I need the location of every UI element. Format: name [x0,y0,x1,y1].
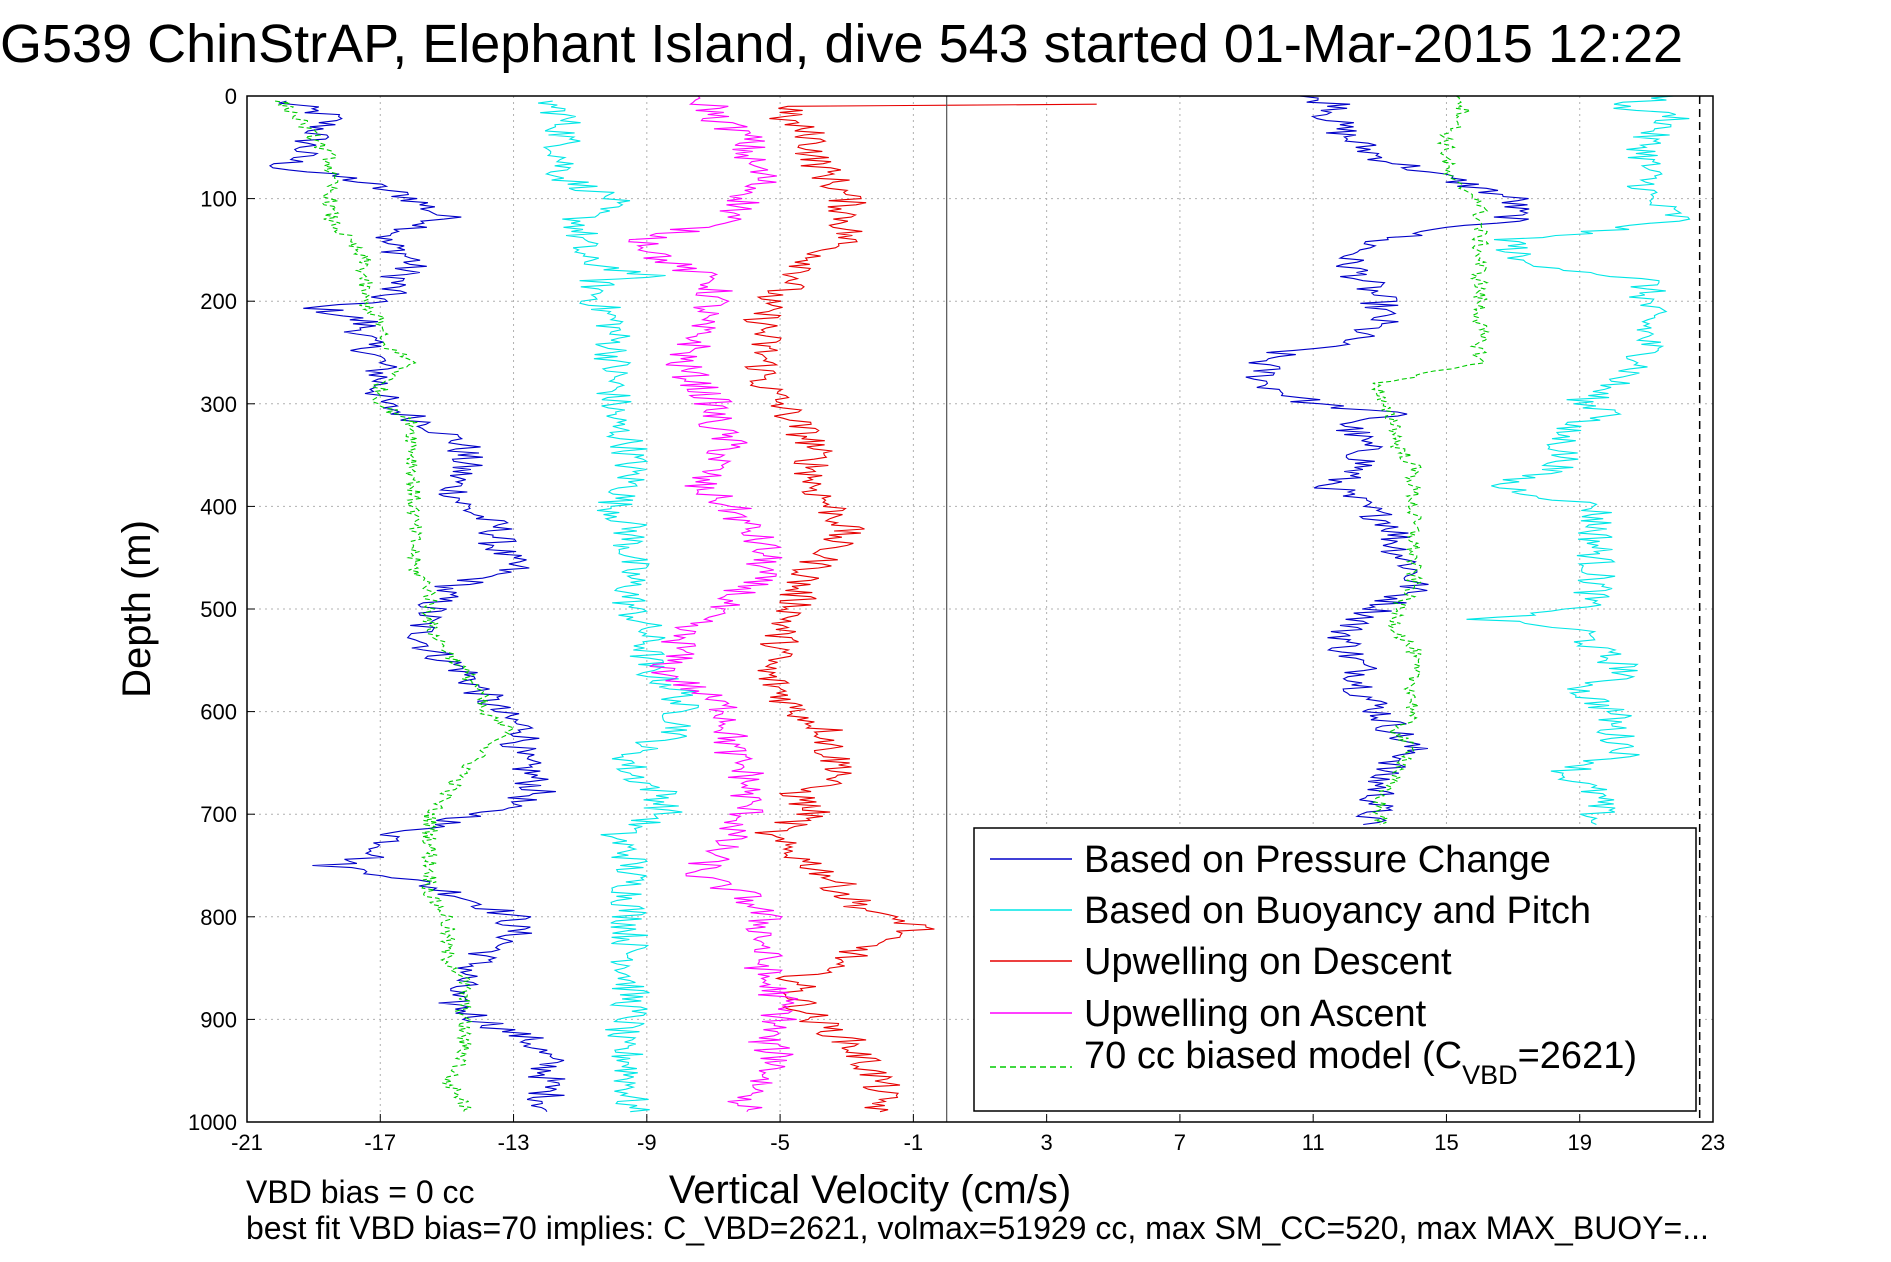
x-tick-label: 7 [1174,1130,1186,1155]
y-tick-label: 400 [200,494,237,519]
x-tick-label: 3 [1041,1130,1053,1155]
footnote-best-fit: best fit VBD bias=70 implies: C_VBD=2621… [246,1210,1709,1246]
legend-label-descent: Upwelling on Descent [1084,941,1452,983]
x-tick-label: -9 [637,1130,657,1155]
plot-frame [246,95,1714,1123]
legend: Based on Pressure Change Based on Buoyan… [973,827,1697,1112]
y-tick-labels: 0 100 200 300 400 500 600 700 800 900 1000 [188,84,237,1135]
y-tick-label: 800 [200,905,237,930]
x-tick-label: 15 [1434,1130,1458,1155]
footnote-vbd-bias: VBD bias = 0 cc [246,1174,475,1210]
legend-label-model: 70 cc biased model (CVBD=2621) [1084,1035,1637,1090]
legend-label-ascent: Upwelling on Ascent [1084,993,1427,1035]
chart-title: G539 ChinStrAP, Elephant Island, dive 54… [0,14,1683,74]
x-tick-label: 19 [1567,1130,1591,1155]
x-tick-label: 23 [1701,1130,1725,1155]
legend-box [973,827,1697,1112]
y-tick-label: 300 [200,392,237,417]
legend-label-pressure: Based on Pressure Change [1084,839,1551,881]
x-tick-labels: -21 -17 -13 -9 -5 -1 3 7 11 15 19 23 [231,1130,1725,1155]
y-tick-label: 500 [200,597,237,622]
x-axis-label: Vertical Velocity (cm/s) [669,1168,1071,1212]
x-tick-label: 11 [1302,1130,1325,1155]
y-tick-label: 900 [200,1007,237,1032]
y-tick-label: 200 [200,289,237,314]
legend-label-buoyancy: Based on Buoyancy and Pitch [1084,890,1591,932]
legend-model-sub: VBD [1462,1060,1518,1090]
series-upwelling-descent [742,103,1097,1113]
y-tick-label: 0 [225,84,237,109]
y-tick-label: 600 [200,700,237,725]
x-tick-label: -1 [904,1130,924,1155]
series-lines [268,96,1691,1113]
x-tick-label: -17 [364,1130,396,1155]
y-tick-label: 1000 [188,1110,237,1135]
y-tick-label: 700 [200,802,237,827]
x-tick-label: -13 [498,1130,530,1155]
x-tick-label: -21 [231,1130,263,1155]
x-tick-label: -5 [770,1130,790,1155]
series-buoyancy-pitch [1466,96,1691,826]
series-upwelling-ascent [628,96,799,1113]
series-pressure-change [268,100,566,1112]
series-buoyancy-pitch [538,100,700,1113]
series-pressure-change [1245,96,1530,826]
legend-model-suffix: =2621) [1518,1035,1637,1077]
y-axis-label: Depth (m) [115,520,159,698]
series-biased-model [1371,96,1490,826]
legend-model-prefix: 70 cc biased model (C [1084,1035,1462,1077]
series-biased-model [275,100,516,1112]
reference-lines [946,96,1701,1122]
y-tick-label: 100 [200,187,237,212]
